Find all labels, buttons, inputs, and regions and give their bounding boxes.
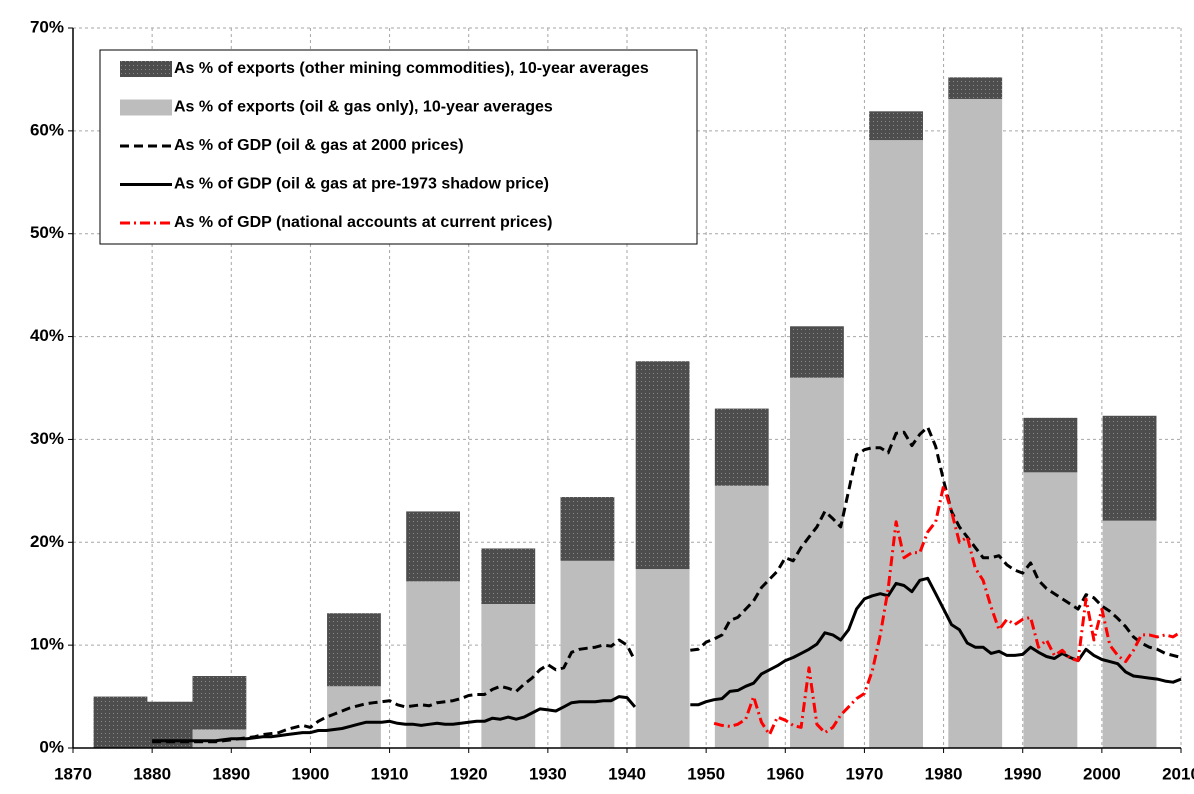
y-tick-label: 60%: [30, 120, 64, 139]
x-tick-label: 1990: [1004, 764, 1042, 783]
y-tick-label: 30%: [30, 429, 64, 448]
bar: [560, 497, 615, 561]
bar: [192, 729, 247, 748]
x-tick-label: 2010: [1162, 764, 1194, 783]
bar: [869, 140, 923, 749]
bar: [406, 581, 461, 748]
y-tick-label: 20%: [30, 532, 64, 551]
line: [152, 576, 1182, 743]
bar: [948, 77, 1003, 99]
bar: [869, 111, 923, 141]
bar: [406, 511, 461, 582]
bar: [1023, 417, 1078, 473]
x-tick-label: 1940: [608, 764, 646, 783]
x-tick-label: 1980: [925, 764, 963, 783]
x-tick-label: 2000: [1083, 764, 1121, 783]
y-tick-label: 10%: [30, 635, 64, 654]
x-tick-label: 1930: [529, 764, 567, 783]
x-tick-label: 1870: [54, 764, 92, 783]
bar: [1102, 415, 1157, 521]
legend-label: As % of GDP (oil & gas at pre-1973 shado…: [174, 176, 549, 193]
line: [713, 484, 1182, 737]
bar: [635, 361, 690, 570]
x-tick-label: 1910: [371, 764, 409, 783]
bar: [327, 613, 381, 687]
x-tick-label: 1880: [133, 764, 171, 783]
bar: [327, 686, 381, 748]
bar: [560, 560, 615, 748]
legend-label: As % of GDP (national accounts at curren…: [174, 214, 552, 231]
x-tick-label: 1960: [766, 764, 804, 783]
bar: [93, 696, 148, 748]
x-tick-label: 1920: [450, 764, 488, 783]
legend-swatch: [120, 61, 172, 77]
legend-label: As % of GDP (oil & gas at 2000 prices): [174, 137, 464, 154]
y-tick-label: 40%: [30, 326, 64, 345]
axes: 0% 10% 20% 30% 40% 50% 60% 70% 1870 1880 1890 1900 1…: [30, 17, 1194, 783]
bar: [790, 377, 844, 748]
y-tick-label: 0%: [39, 737, 64, 756]
x-tick-label: 1900: [292, 764, 330, 783]
bar: [714, 408, 769, 486]
legend-label: As % of exports (oil & gas only), 10-yea…: [174, 99, 553, 116]
bar: [948, 98, 1003, 748]
bar: [635, 569, 690, 748]
x-tick-label: 1970: [846, 764, 884, 783]
lines: [152, 425, 1182, 744]
line: [152, 425, 1182, 744]
bar: [192, 676, 247, 730]
legend-label: As % of exports (other mining commoditie…: [174, 60, 649, 77]
bar: [714, 485, 769, 748]
bar: [1102, 520, 1157, 748]
legend-box: [99, 49, 698, 245]
bar: [790, 326, 844, 378]
x-tick-label: 1890: [212, 764, 250, 783]
bar: [481, 548, 536, 604]
x-tick-label: 1950: [687, 764, 725, 783]
bar: [1023, 472, 1078, 748]
legend: As % of exports (other mining commoditie…: [99, 49, 698, 245]
bar: [481, 604, 536, 748]
legend-swatch: [120, 99, 172, 116]
y-tick-label: 50%: [30, 223, 64, 242]
y-tick-label: 70%: [30, 17, 64, 36]
